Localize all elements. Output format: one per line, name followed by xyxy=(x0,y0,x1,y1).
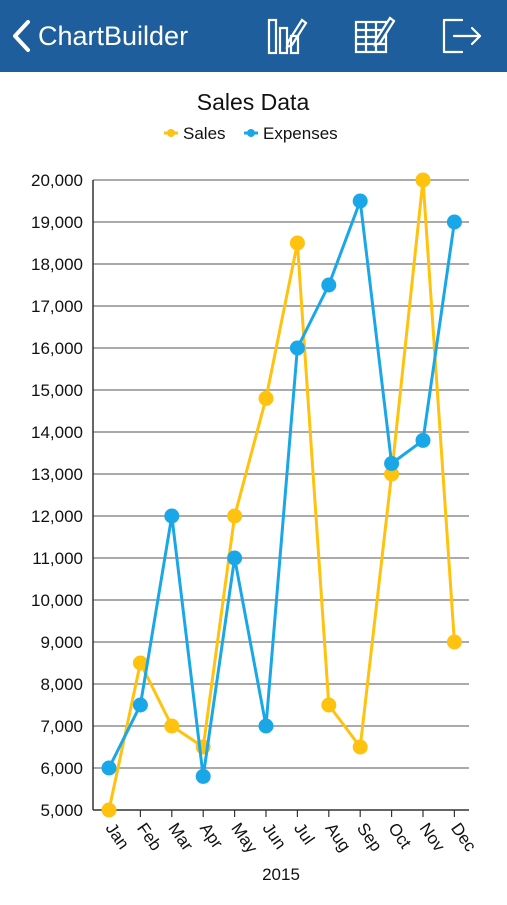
data-point[interactable] xyxy=(164,718,180,734)
data-point[interactable] xyxy=(384,466,400,482)
data-point[interactable] xyxy=(321,277,337,293)
series-line xyxy=(107,178,456,811)
chart-area: Sales Data Sales Expenses 5,000 6,000 7,000… xyxy=(0,72,507,900)
data-point[interactable] xyxy=(195,768,211,784)
series-expenses xyxy=(101,193,462,784)
y-tick-label: 13,000 xyxy=(31,465,83,484)
y-tick-label: 16,000 xyxy=(31,339,83,358)
data-point[interactable] xyxy=(101,802,117,818)
back-chevron-icon xyxy=(13,20,30,52)
app-title: ChartBuilder xyxy=(38,20,189,51)
data-point[interactable] xyxy=(258,718,274,734)
y-tick-label: 19,000 xyxy=(31,213,83,232)
data-point[interactable] xyxy=(289,340,305,356)
y-tick-label: 17,000 xyxy=(31,297,83,316)
data-point[interactable] xyxy=(321,697,337,713)
legend-label: Expenses xyxy=(263,124,338,143)
x-tick-label: Jun xyxy=(259,819,290,852)
legend-label: Sales xyxy=(183,124,226,143)
y-tick-label: 20,000 xyxy=(31,171,83,190)
data-point[interactable] xyxy=(415,432,431,448)
x-tick-label: Apr xyxy=(196,819,227,852)
y-tick-label: 12,000 xyxy=(31,507,83,526)
x-tick-label: Jan xyxy=(102,819,133,852)
data-point[interactable] xyxy=(352,739,368,755)
y-tick-label: 10,000 xyxy=(31,591,83,610)
data-point[interactable] xyxy=(101,760,117,776)
data-point[interactable] xyxy=(446,214,462,230)
y-tick-label: 6,000 xyxy=(40,759,83,778)
data-point[interactable] xyxy=(289,235,305,251)
navbar: ChartBuilder xyxy=(0,0,507,72)
data-point[interactable] xyxy=(132,697,148,713)
chart-title: Sales Data xyxy=(197,89,310,115)
y-tick-label: 5,000 xyxy=(40,801,83,820)
legend-item-expenses[interactable]: Expenses xyxy=(244,124,338,143)
series-sales xyxy=(101,172,462,818)
y-axis: 5,000 6,000 7,000 8,000 9,000 10,000 11,000 12,… xyxy=(31,171,94,820)
data-point[interactable] xyxy=(446,634,462,650)
y-tick-label: 18,000 xyxy=(31,255,83,274)
data-point[interactable] xyxy=(132,655,148,671)
data-point[interactable] xyxy=(384,456,400,471)
table-edit-icon xyxy=(354,16,396,54)
y-tick-label: 15,000 xyxy=(31,381,83,400)
x-tick-label: Dec xyxy=(447,819,480,855)
data-point[interactable] xyxy=(227,508,243,524)
legend-swatch-dot xyxy=(167,129,175,137)
data-point[interactable] xyxy=(164,508,180,524)
data-point[interactable] xyxy=(258,390,274,406)
legend-item-sales[interactable]: Sales xyxy=(164,124,226,143)
series-group xyxy=(101,172,462,818)
x-axis-label: 2015 xyxy=(262,865,300,884)
y-tick-label: 14,000 xyxy=(31,423,83,442)
x-tick-label: May xyxy=(227,819,261,857)
sales-chart: Sales Data Sales Expenses 5,000 6,000 7,000… xyxy=(31,89,480,884)
chart-edit-button[interactable] xyxy=(266,14,310,58)
x-tick-label: Nov xyxy=(416,819,449,855)
y-tick-label: 8,000 xyxy=(40,675,83,694)
chart-edit-icon xyxy=(267,18,308,55)
x-tick-label: Jul xyxy=(290,819,318,848)
back-button[interactable]: ChartBuilder xyxy=(10,16,188,56)
x-tick-label: Feb xyxy=(133,819,165,854)
series-line xyxy=(107,199,456,778)
x-tick-label: Oct xyxy=(384,819,415,852)
chart-legend: Sales Expenses xyxy=(164,124,338,143)
data-point[interactable] xyxy=(227,550,243,566)
y-tick-label: 9,000 xyxy=(40,633,83,652)
data-point[interactable] xyxy=(352,193,368,209)
y-tick-label: 11,000 xyxy=(32,549,83,568)
table-edit-button[interactable] xyxy=(352,14,396,58)
y-tick-label: 7,000 xyxy=(40,717,83,736)
export-button[interactable] xyxy=(440,14,484,58)
legend-swatch-dot xyxy=(247,129,255,137)
export-icon xyxy=(442,18,482,54)
data-point[interactable] xyxy=(415,172,431,188)
x-tick-label: Sep xyxy=(353,819,386,855)
x-tick-label: Aug xyxy=(322,819,355,855)
x-tick-label: Mar xyxy=(165,819,198,854)
